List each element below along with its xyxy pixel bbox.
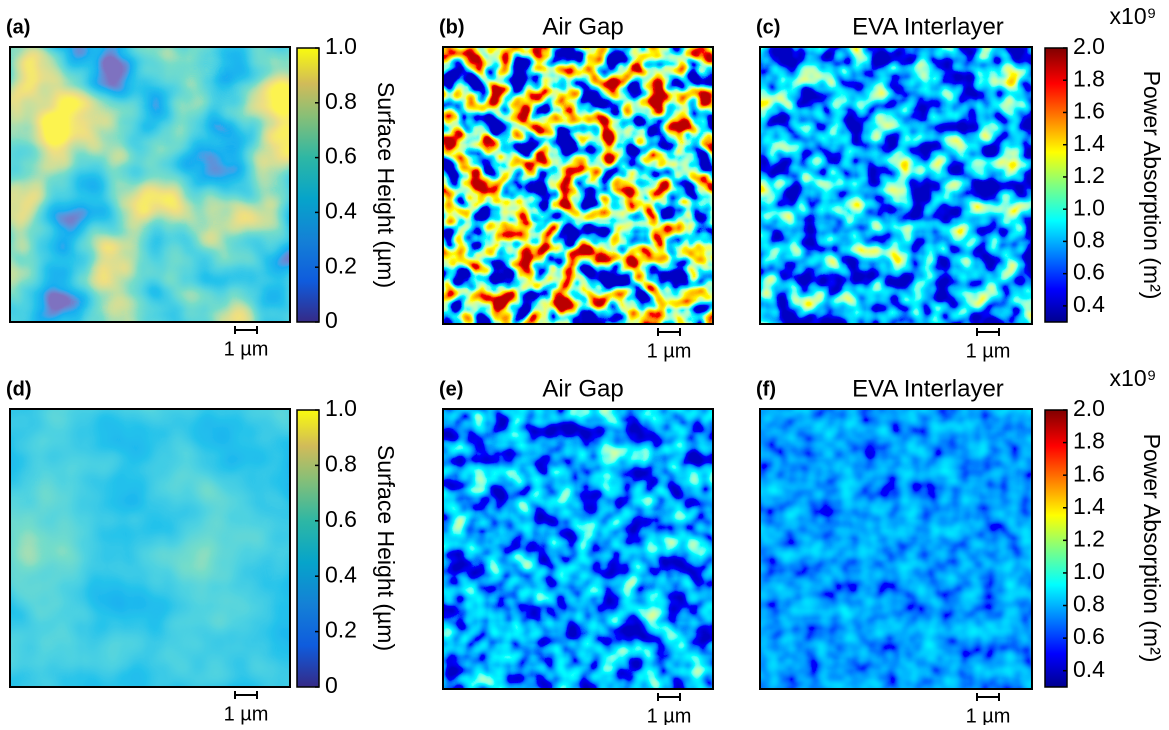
panel-title: Air Gap [542, 375, 623, 402]
heatmap-image [443, 409, 713, 689]
panel-title: EVA Interlayer [852, 375, 1004, 402]
colorbar-tick-label: 0.8 [1073, 591, 1105, 617]
colorbar-tick-label: 2.0 [1073, 33, 1105, 59]
scale-bar [977, 328, 999, 336]
page: (a) 1 µm (b) Air Gap 1 µm (c) EVA Interlayer 1 … [0, 0, 1169, 730]
colorbar-tick-label: 0.6 [1073, 623, 1105, 649]
colorbar-label: Surface Height (µm) [373, 82, 399, 288]
colorbar-tick-label: 0.4 [325, 197, 357, 223]
figure: (a) 1 µm (b) Air Gap 1 µm (c) EVA Interlayer 1 … [0, 0, 1169, 725]
scale-bar-label: 1 µm [647, 340, 692, 362]
colorbar-tick-label: 1.0 [325, 33, 357, 59]
colorbar-tick-label: 0.4 [1073, 291, 1105, 317]
colorbar-tick-label: 1.2 [1073, 525, 1105, 551]
colorbar-tick-label: 0.2 [325, 617, 357, 643]
panel-label: (e) [439, 378, 463, 400]
colorbar-tick-label: 1.6 [1073, 460, 1105, 486]
colorbar [297, 48, 319, 322]
colorbar-label: Surface Height (µm) [373, 445, 399, 651]
colorbar [297, 410, 319, 687]
scale-bar [977, 693, 999, 701]
panel-title: Air Gap [542, 13, 623, 40]
colorbar-label: Power Absorption (m²) [1139, 434, 1165, 663]
panel-label: (a) [6, 16, 30, 38]
scale-bar-label: 1 µm [966, 705, 1011, 725]
scale-bar [658, 693, 680, 701]
colorbar [1045, 48, 1067, 322]
colorbar-tick-label: 0 [325, 307, 338, 333]
scale-bar-label: 1 µm [224, 703, 269, 725]
panel-title: EVA Interlayer [852, 13, 1004, 40]
heatmap-image [443, 47, 713, 324]
colorbar-tick-label: 1.0 [1073, 558, 1105, 584]
panel-label: (f) [756, 378, 776, 400]
colorbar-tick-label: 0.4 [325, 561, 357, 587]
colorbar-tick-label: 1.8 [1073, 428, 1105, 454]
colorbar-tick-label: 1.2 [1073, 162, 1105, 188]
colorbar-tick-label: 1.4 [1073, 130, 1105, 156]
colorbar-tick-label: 0.8 [325, 88, 357, 114]
colorbar [1045, 410, 1067, 687]
scale-bar [235, 691, 257, 699]
scale-bar-label: 1 µm [966, 340, 1011, 362]
colorbar-tick-label: 0.6 [325, 506, 357, 532]
scale-bar-label: 1 µm [224, 338, 269, 360]
colorbar-tick-label: 1.0 [325, 395, 357, 421]
colorbar-tick-label: 1.4 [1073, 493, 1105, 519]
panel-label: (b) [439, 16, 465, 38]
colorbar-tick-label: 0.8 [325, 450, 357, 476]
colorbar-tick-label: 0.2 [325, 252, 357, 278]
heatmap-image [10, 409, 290, 687]
colorbar-tick-label: 0 [325, 672, 338, 698]
colorbar-tick-label: 2.0 [1073, 395, 1105, 421]
colorbar-tick-label: 0.6 [325, 143, 357, 169]
colorbar-tick-label: 1.8 [1073, 65, 1105, 91]
colorbar-tick-label: 1.6 [1073, 98, 1105, 124]
panel-label: (c) [756, 16, 780, 38]
colorbar-tick-label: 0.4 [1073, 656, 1105, 682]
colorbar-label: Power Absorption (m²) [1139, 71, 1165, 300]
colorbar-multiplier: x10⁹ [1110, 365, 1157, 391]
colorbar-tick-label: 0.8 [1073, 226, 1105, 252]
scale-bar [235, 326, 257, 334]
heatmap-image [760, 409, 1032, 689]
colorbar-tick-label: 1.0 [1073, 194, 1105, 220]
heatmap-image [760, 47, 1032, 324]
heatmap-image [10, 47, 290, 322]
scale-bar [658, 328, 680, 336]
panel-label: (d) [6, 378, 32, 400]
colorbar-tick-label: 0.6 [1073, 259, 1105, 285]
scale-bar-label: 1 µm [647, 705, 692, 725]
colorbar-multiplier: x10⁹ [1110, 3, 1157, 29]
